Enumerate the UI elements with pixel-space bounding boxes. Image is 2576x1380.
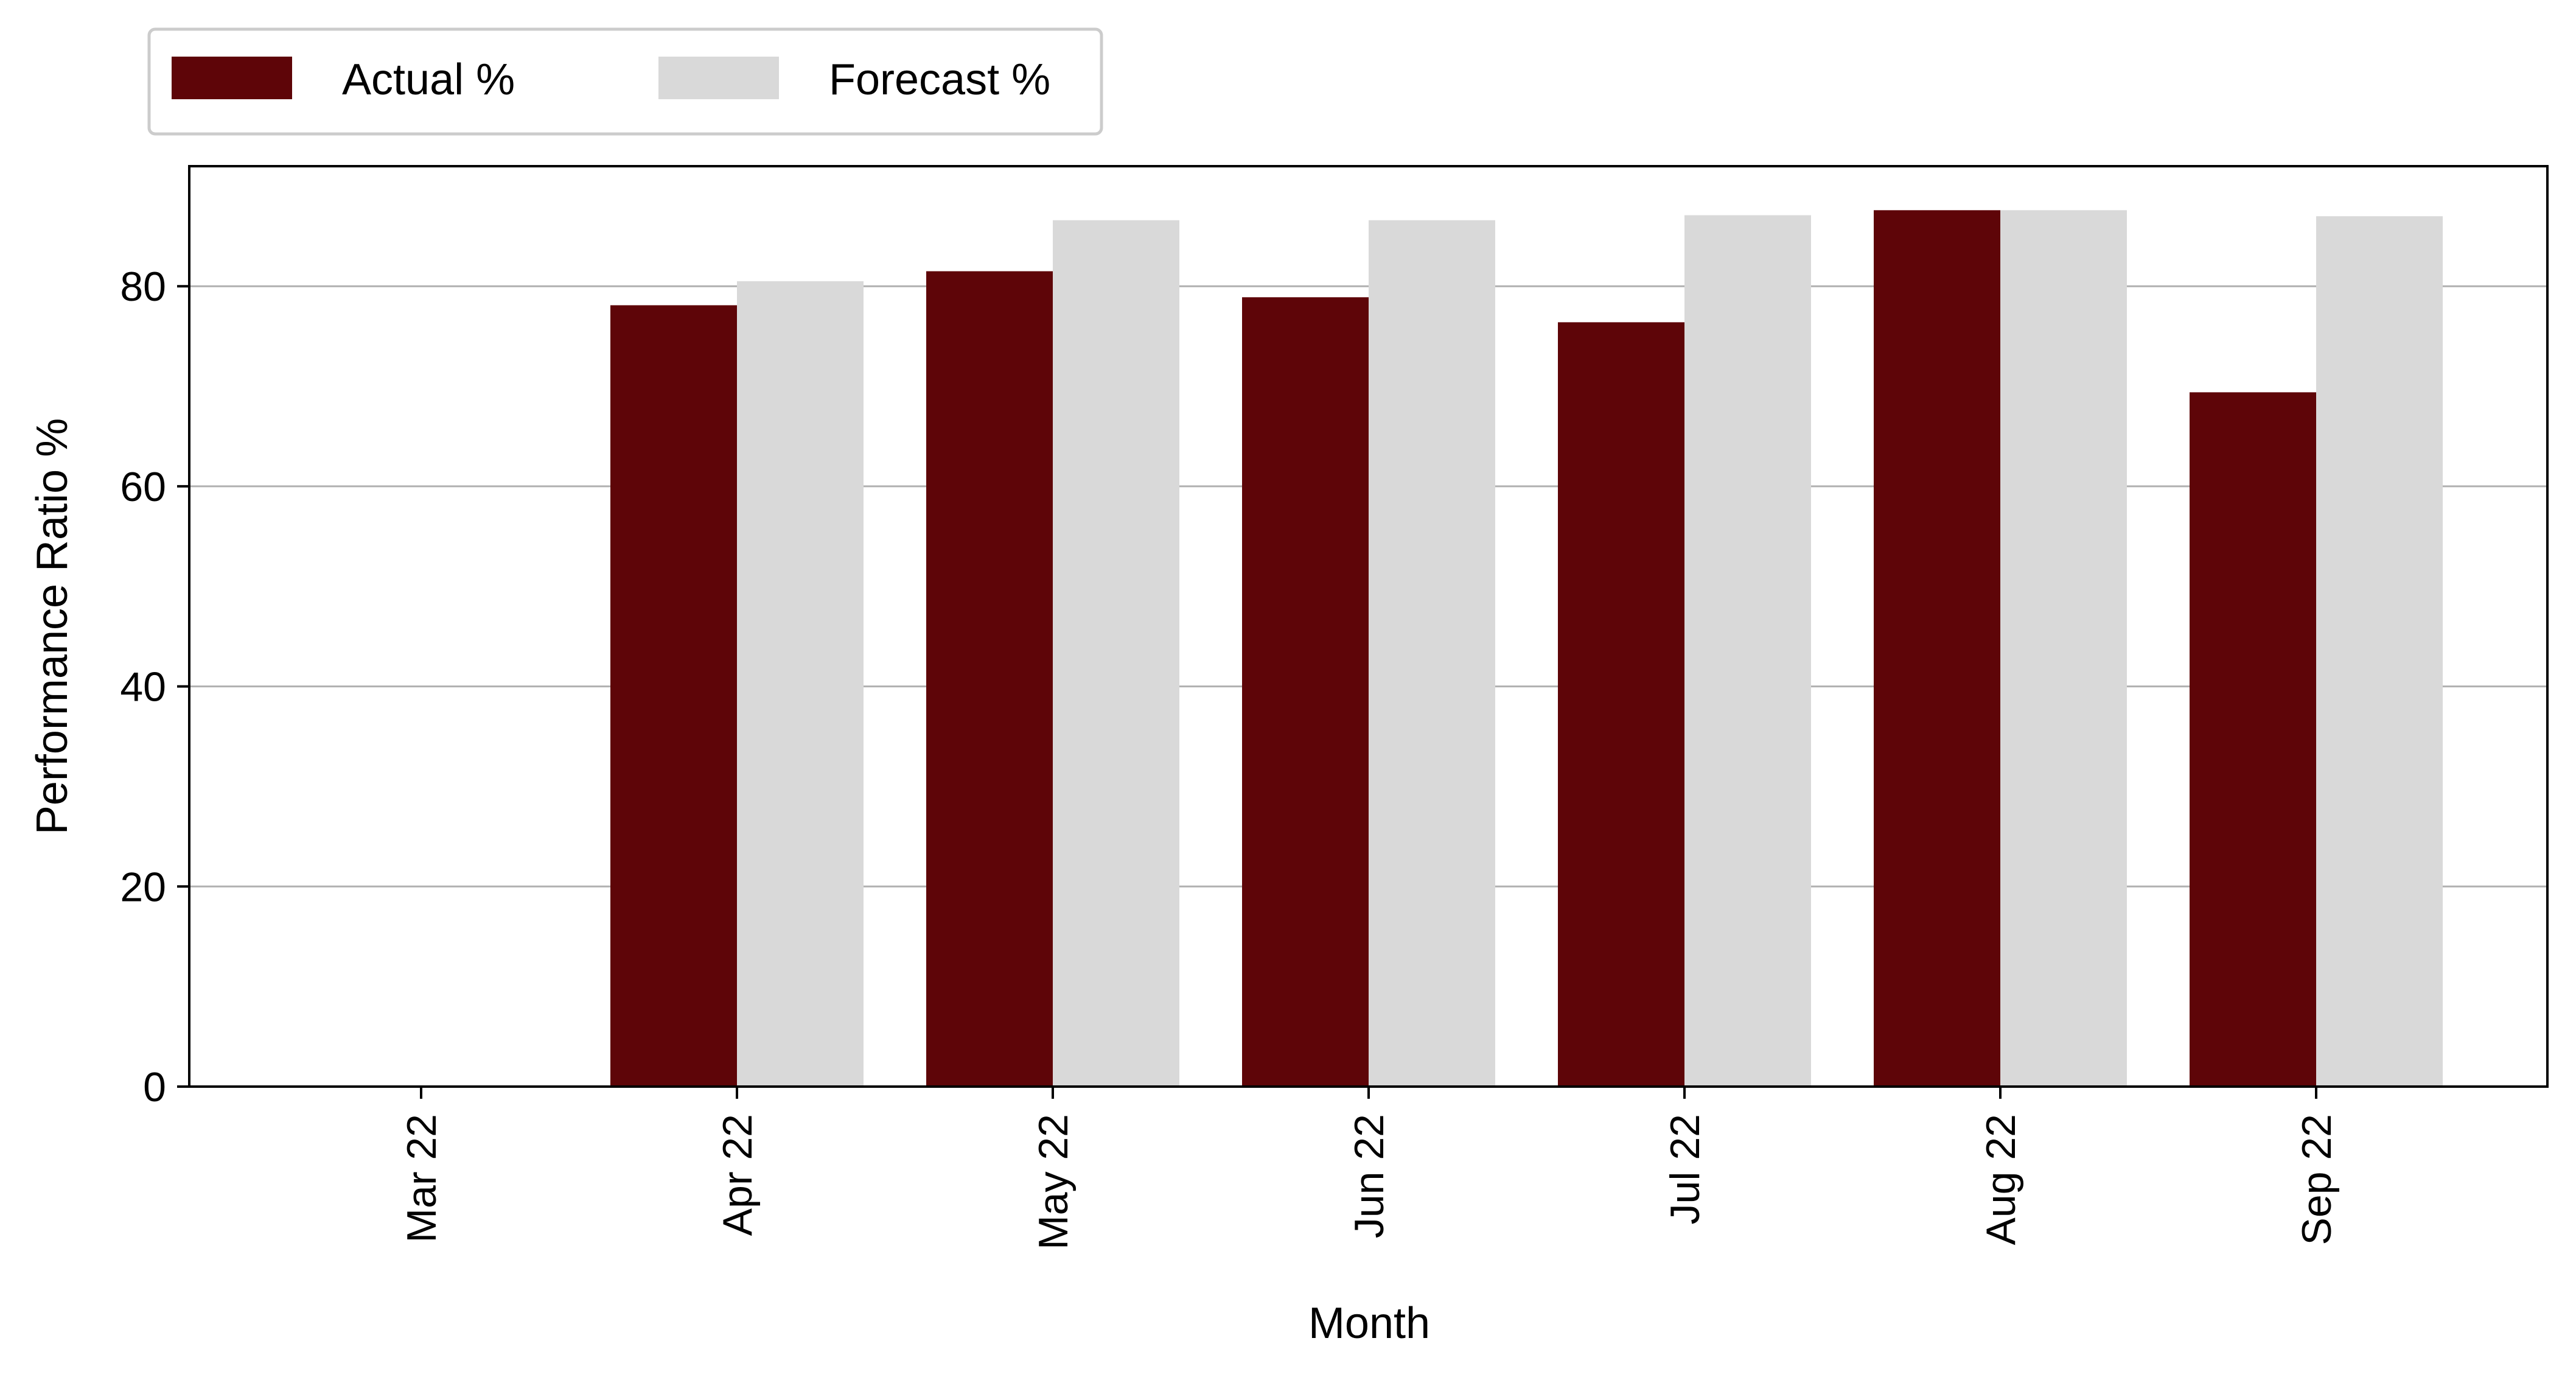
x-tick-label: May 22 [1030, 1114, 1077, 1250]
legend-frame [147, 27, 1103, 136]
x-tick-label: Mar 22 [399, 1114, 445, 1243]
x-tick-label: Apr 22 [714, 1114, 761, 1236]
y-tick-label: 0 [143, 1064, 166, 1110]
bar-actual-apr-22 [610, 305, 737, 1087]
x-axis-title: Month [1308, 1299, 1430, 1348]
x-axis: Mar 22 Apr 22 May 22 Jun 22 Jul 22 Aug 22 Sep … [399, 1087, 2340, 1250]
x-tick-label: Jul 22 [1662, 1114, 1708, 1224]
y-tick-label: 60 [120, 464, 166, 510]
bar-forecast-jul-22 [1684, 215, 1811, 1087]
legend-swatch-actual [172, 57, 292, 99]
bar-actual-jul-22 [1558, 322, 1684, 1087]
y-tick-label: 20 [120, 864, 166, 910]
y-axis: 0 20 40 60 80 [120, 264, 189, 1110]
bar-actual-may-22 [926, 271, 1053, 1087]
bar-actual-sep-22 [2190, 392, 2316, 1087]
legend-label-forecast: Forecast % [829, 55, 1050, 104]
legend-swatch-forecast [658, 57, 779, 99]
y-tick-label: 80 [120, 264, 166, 310]
bar-forecast-may-22 [1053, 220, 1179, 1087]
y-axis-title: Performance Ratio % [28, 418, 77, 835]
x-tick-label: Jun 22 [1346, 1114, 1392, 1238]
bar-forecast-aug-22 [2000, 210, 2127, 1087]
bar-actual-jun-22 [1242, 297, 1369, 1087]
bar-forecast-apr-22 [737, 281, 864, 1087]
bar-forecast-jun-22 [1369, 220, 1495, 1087]
x-tick-label: Sep 22 [2294, 1114, 2340, 1245]
bar-actual-aug-22 [1874, 210, 2000, 1087]
bar-forecast-sep-22 [2316, 216, 2443, 1087]
legend: Actual % Forecast % [147, 27, 1103, 136]
x-tick-label: Aug 22 [1978, 1114, 2024, 1245]
legend-label-actual: Actual % [342, 55, 515, 104]
bars [610, 210, 2443, 1087]
y-tick-label: 40 [120, 664, 166, 710]
